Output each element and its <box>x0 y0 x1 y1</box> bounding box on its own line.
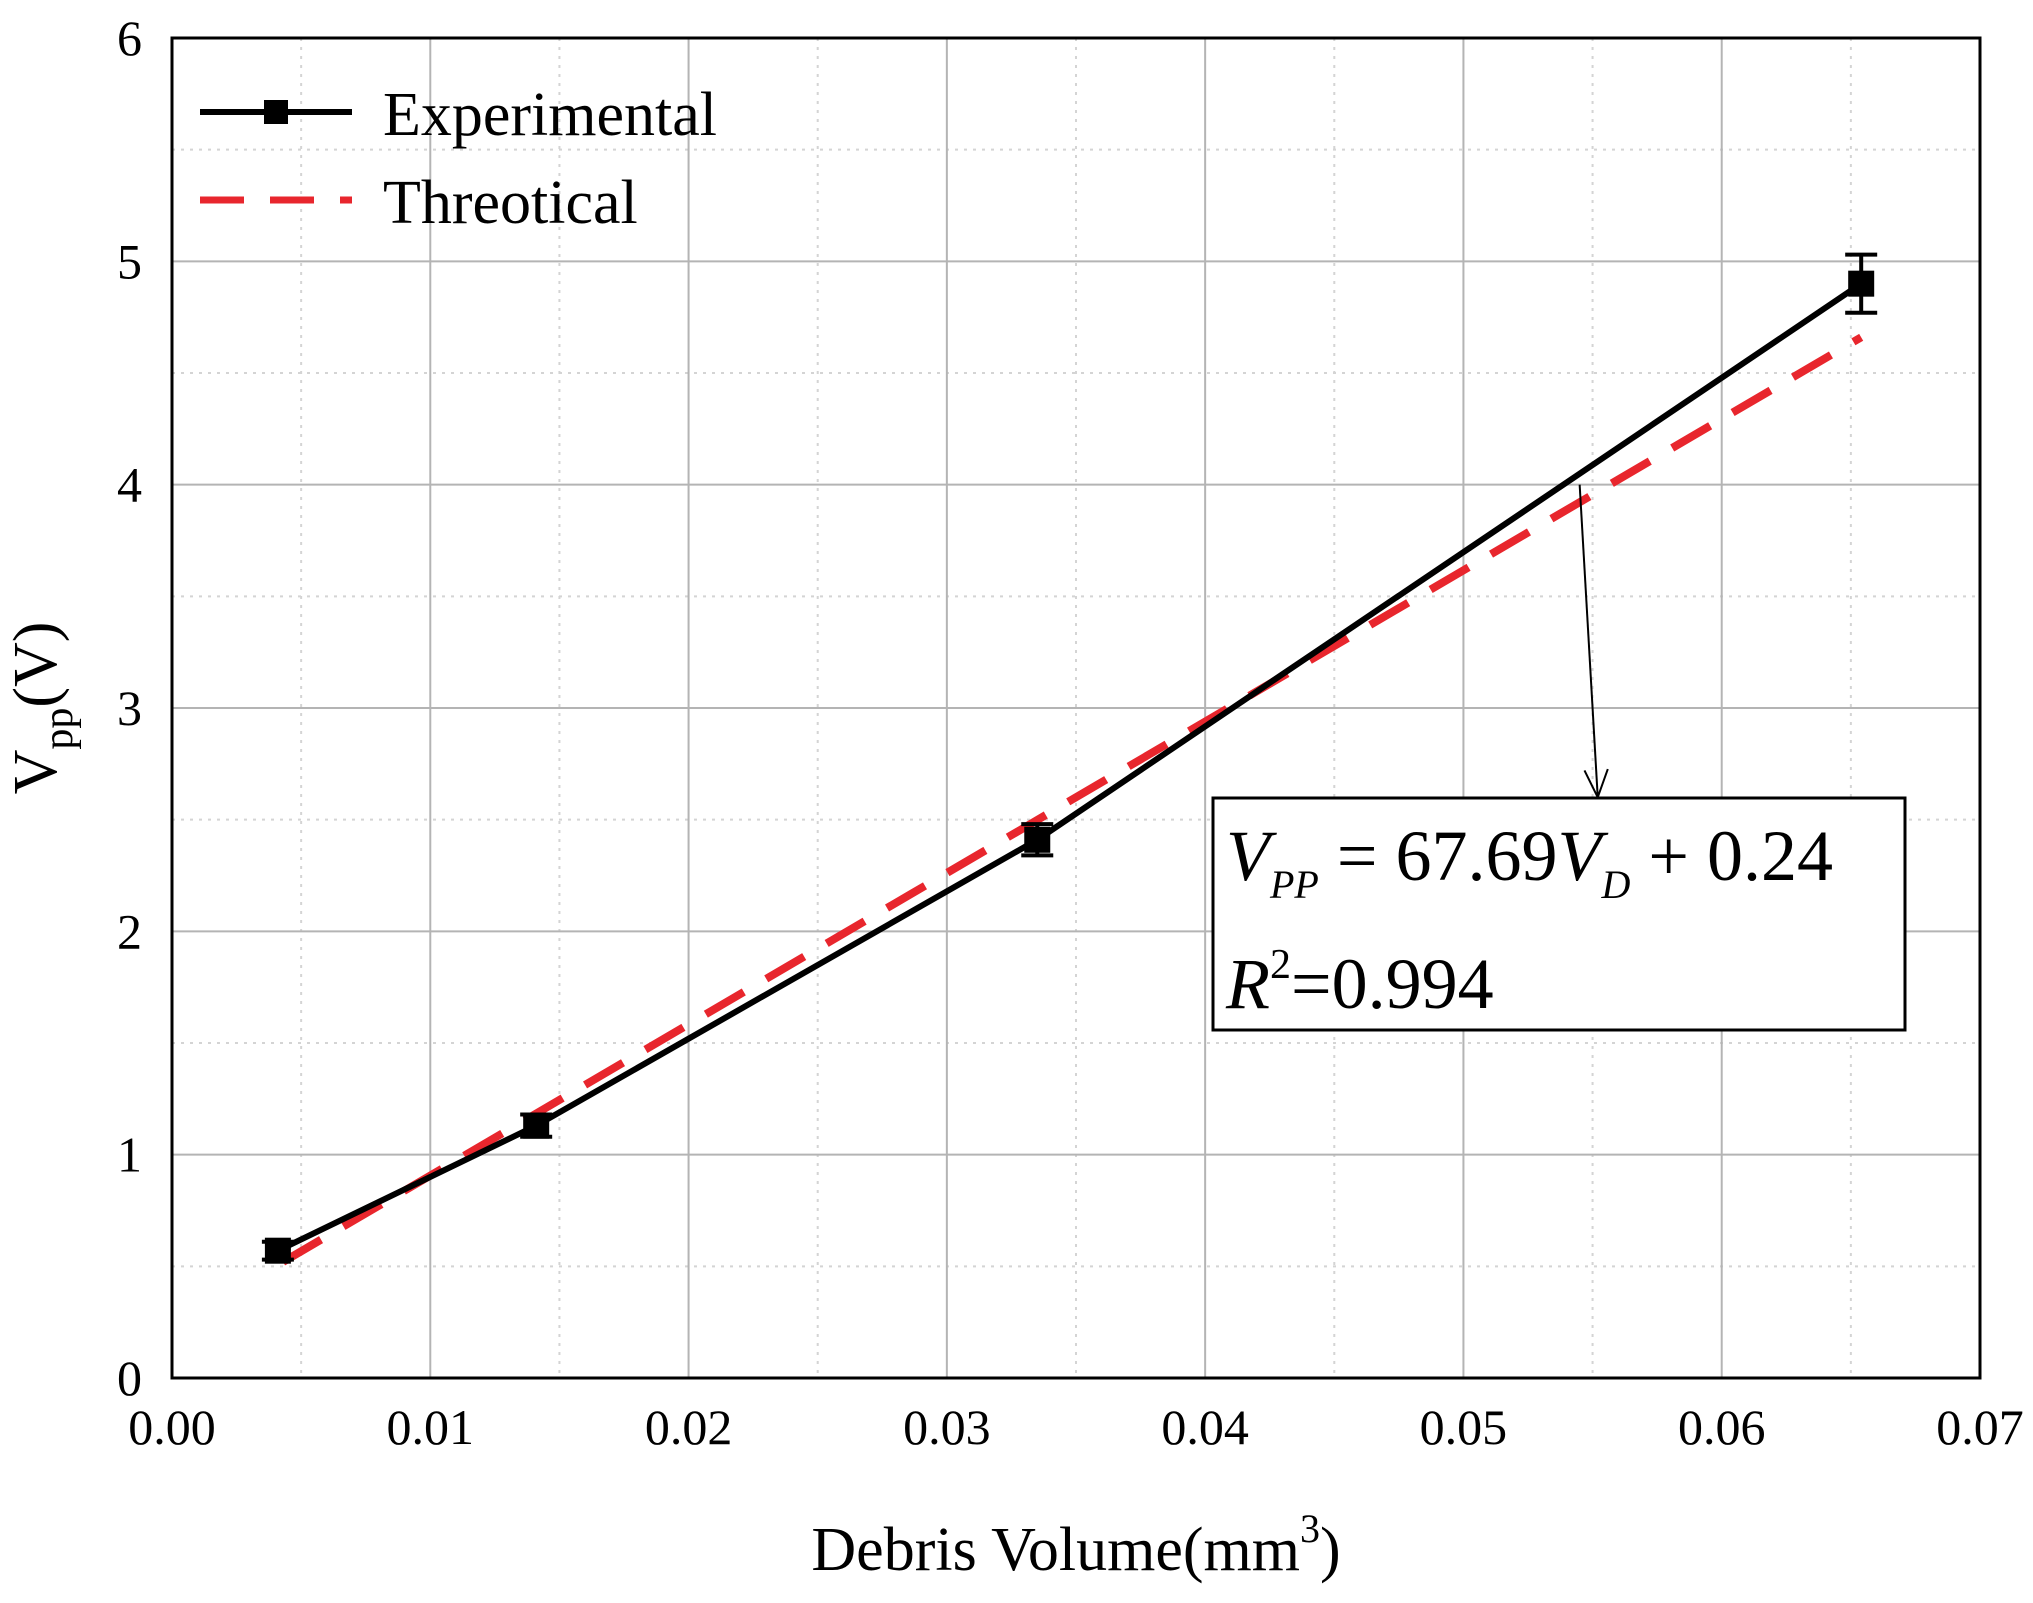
y-axis-title-base: V <box>2 749 70 794</box>
x-tick-label: 0.01 <box>387 1399 475 1455</box>
x-tick-label: 0.07 <box>1936 1399 2024 1455</box>
series-layer <box>261 252 1878 1266</box>
y-tick-label: 5 <box>117 233 142 289</box>
eq-r-superscript: 2 <box>1270 942 1291 988</box>
y-tick-labels: 0 1 2 3 4 5 6 <box>117 10 142 1406</box>
x-axis-title-superscript: 3 <box>1300 1506 1320 1551</box>
legend: Experimental Threotical <box>200 81 717 237</box>
legend-experimental-label: Experimental <box>383 81 717 149</box>
experimental-series-line <box>276 281 1863 1254</box>
equation-box: VPP = 67.69VD + 0.24 R2=0.994 <box>1211 796 1907 1032</box>
x-tick-label: 0.00 <box>128 1399 216 1455</box>
eq-v: V <box>1226 816 1277 896</box>
eq-vd: V <box>1557 816 1608 896</box>
x-tick-label: 0.02 <box>645 1399 733 1455</box>
theoretical-series-line <box>281 333 1864 1266</box>
x-tick-label: 0.04 <box>1161 1399 1249 1455</box>
legend-theoretical-label: Threotical <box>383 169 638 237</box>
equation-line-1: VPP = 67.69VD + 0.24 <box>1226 816 1833 907</box>
eq-r: R <box>1225 944 1270 1024</box>
equation-line-2: R2=0.994 <box>1225 942 1494 1024</box>
eq-d-subscript: D <box>1600 862 1630 907</box>
x-tick-labels: 0.00 0.01 0.02 0.03 0.04 0.05 0.06 0.07 <box>128 1399 2024 1455</box>
y-tick-label: 0 <box>117 1350 142 1406</box>
eq-coefficient: = 67.69 <box>1319 816 1558 896</box>
experimental-point <box>1024 826 1051 853</box>
experimental-point <box>523 1112 550 1139</box>
x-axis-title-base: Debris Volume(mm <box>811 1516 1300 1584</box>
x-axis-title-tail: ) <box>1320 1516 1341 1584</box>
x-axis-title: Debris Volume(mm3) <box>811 1506 1340 1584</box>
y-tick-label: 2 <box>117 903 142 959</box>
eq-r-value: =0.994 <box>1291 944 1494 1024</box>
plot-frame <box>170 36 1982 1380</box>
equation-box-frame <box>1211 796 1907 1032</box>
annotation-arrow-shaft <box>1578 484 1599 798</box>
experimental-point <box>264 1237 291 1264</box>
x-tick-label: 0.03 <box>903 1399 991 1455</box>
experimental-point <box>1848 270 1875 297</box>
x-tick-label: 0.05 <box>1420 1399 1508 1455</box>
eq-pp-subscript: PP <box>1269 862 1319 907</box>
y-axis-title-tail: (V) <box>2 622 70 708</box>
y-tick-label: 4 <box>117 457 142 513</box>
y-tick-label: 6 <box>117 10 142 66</box>
legend-experimental-marker <box>264 100 288 124</box>
x-tick-label: 0.06 <box>1678 1399 1766 1455</box>
eq-intercept: + 0.24 <box>1630 816 1833 896</box>
y-axis-title: Vpp(V) <box>2 622 82 795</box>
y-tick-label: 3 <box>117 680 142 736</box>
y-axis-title-subscript: pp <box>36 708 82 750</box>
y-tick-label: 1 <box>117 1127 142 1183</box>
